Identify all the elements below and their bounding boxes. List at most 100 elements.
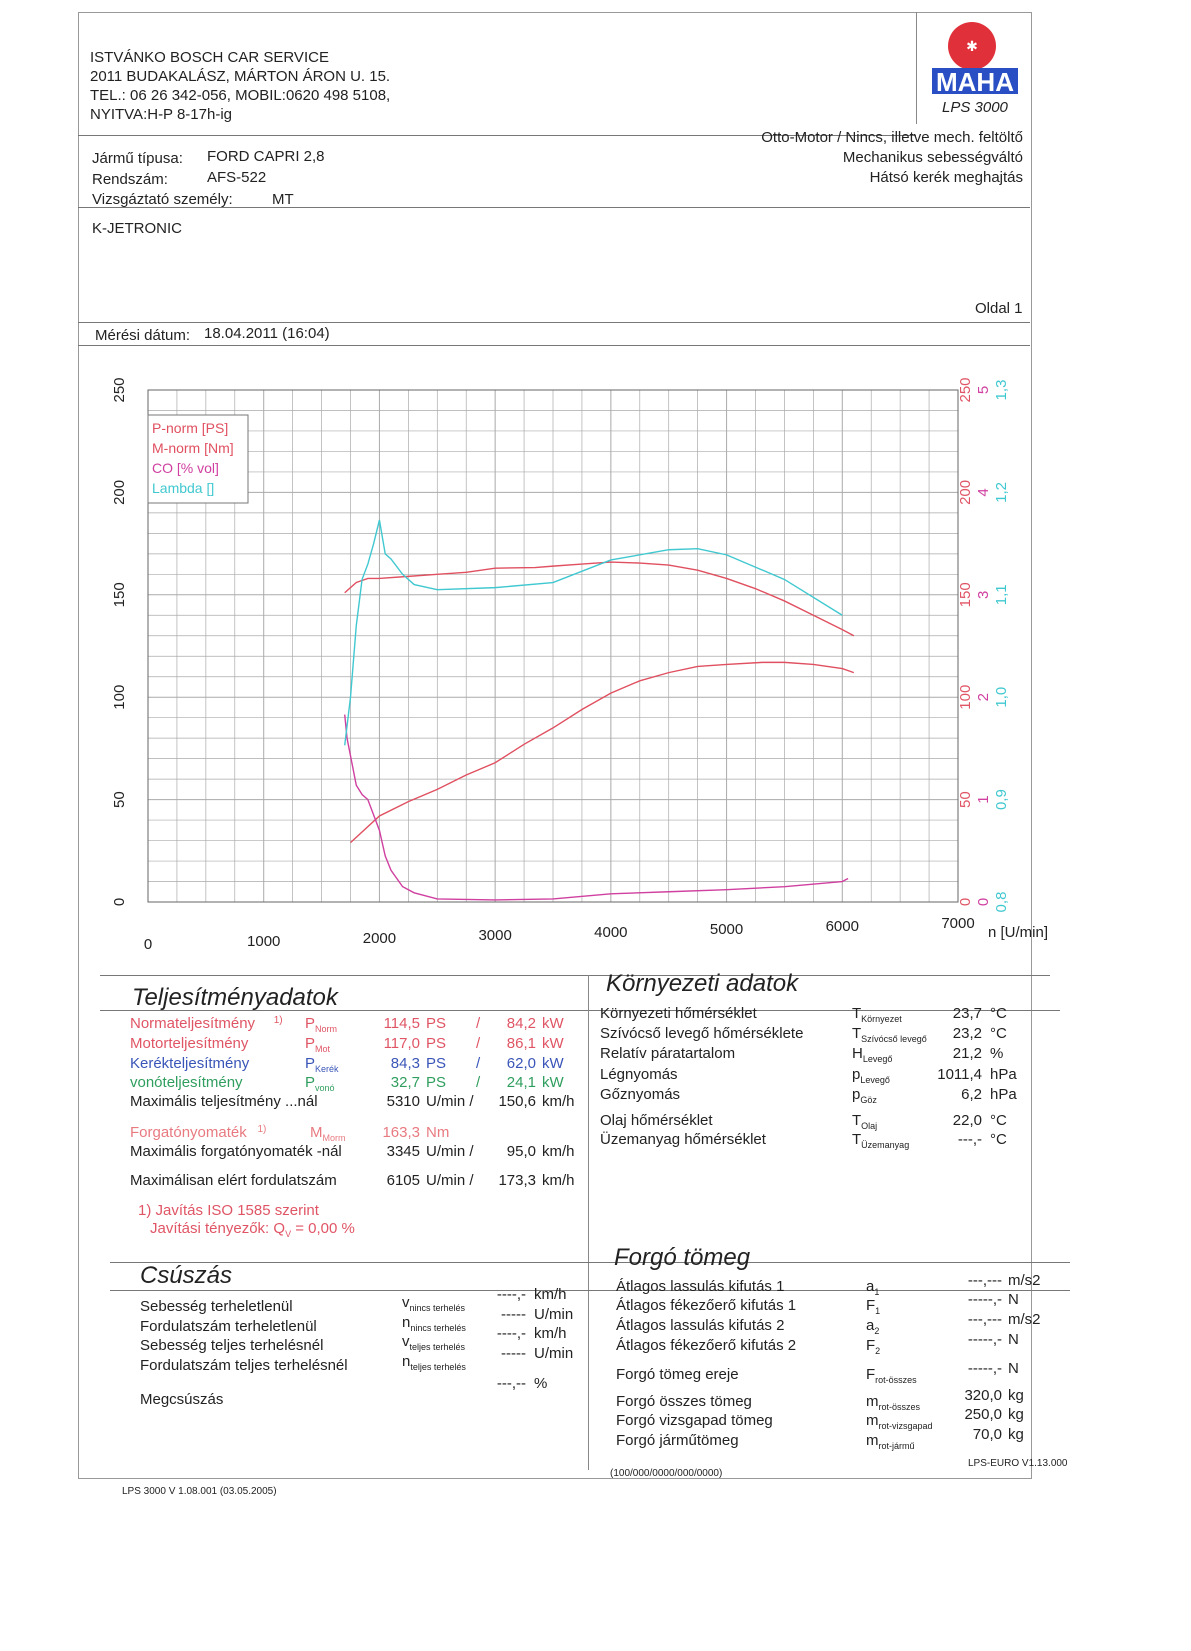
symbol-letter: P — [305, 1015, 316, 1032]
environment-row: Gőznyomás pGöz 6,2 hPa — [0, 1086, 1070, 1106]
row-unit: km/h — [534, 1325, 567, 1342]
symbol: Frot-összes — [866, 1366, 917, 1385]
environment-row: Légnyomás pLevegő 1011,4 hPa — [0, 1066, 1070, 1086]
y-tick-left: 250 — [111, 377, 128, 402]
symbol-subscript: nincs terhelés — [410, 1323, 466, 1333]
rotating-mass-title: Forgó tömeg — [614, 1244, 751, 1271]
row-value: 21,2 — [952, 1045, 982, 1062]
symbol-subscript: 1 — [874, 1287, 880, 1297]
symbol: mrot-összes — [866, 1393, 920, 1412]
row-value: -----,- — [967, 1360, 1002, 1377]
performance-row: Normateljesítmény 1) PNorm 114,5 PS / 84,2 kW — [0, 1015, 600, 1035]
divider — [110, 1262, 1070, 1263]
rotating-mass-row: Forgó járműtömeg mrot-jármű 70,0 kg — [0, 1426, 1080, 1452]
y-tick-right-co: 2 — [975, 693, 992, 701]
symbol-letter: T — [852, 1025, 862, 1042]
value-secondary: 24,1 — [506, 1074, 536, 1091]
performance-row: Maximális forgatónyomaték -nál 3345 U/min … — [0, 1143, 600, 1163]
symbol: nnincs terhelés — [402, 1314, 466, 1333]
value-primary: 163,3 — [382, 1124, 420, 1141]
row-label: Környezeti hőmérséklet — [600, 1005, 757, 1022]
symbol-letter: T — [852, 1131, 862, 1148]
symbol-letter: m — [866, 1393, 879, 1410]
unit-primary: U/min / — [426, 1093, 474, 1110]
row-value: -----,- — [967, 1331, 1002, 1348]
value-secondary: 84,2 — [506, 1015, 536, 1032]
row-value: 6,2 — [961, 1086, 982, 1103]
y-tick-right-co: 5 — [975, 386, 992, 394]
vehicle-type-value: FORD CAPRI 2,8 — [207, 148, 325, 165]
rotating-mass-row: Átlagos lassulás kifutás 1 a1 ---,--- m/s2 — [0, 1272, 1080, 1298]
symbol-subscript: Levegő — [862, 1054, 893, 1064]
column-divider — [588, 975, 589, 1470]
symbol: pGöz — [852, 1086, 877, 1105]
y-tick-right-lambda: 1,0 — [993, 687, 1010, 708]
symbol: mrot-vizsgapad — [866, 1412, 933, 1431]
y-tick-right-lambda: 0,8 — [993, 892, 1010, 913]
symbol: PMot — [305, 1035, 330, 1054]
performance-row: Kerékteljesítmény PKerék 84,3 PS / 62,0 kW — [0, 1055, 600, 1075]
row-label: Sebesség teljes terhelésnél — [140, 1337, 324, 1354]
inspector-label: Vizsgáztató személy: — [92, 191, 233, 208]
row-label: Forgó összes tömeg — [616, 1393, 752, 1410]
symbol-subscript: Szívócső levegő — [861, 1034, 927, 1044]
report-frame — [78, 12, 1032, 1479]
row-unit: % — [534, 1375, 548, 1392]
row-label: Átlagos fékezőerő kifutás 2 — [616, 1337, 797, 1354]
rotating-mass-row: Átlagos fékezőerő kifutás 1 F1 -----,- N — [0, 1291, 1080, 1317]
row-label: Üzemanyag hőmérséklet — [600, 1131, 766, 1148]
series-line-co — [344, 714, 849, 901]
symbol: F2 — [866, 1337, 880, 1356]
row-unit: hPa — [990, 1086, 1017, 1103]
date-value: 18.04.2011 (16:04) — [204, 325, 330, 342]
row-unit: kg — [1008, 1426, 1024, 1443]
row-unit: hPa — [990, 1066, 1017, 1083]
symbol-subscript: 1 — [875, 1306, 881, 1316]
symbol: TOlaj — [852, 1112, 877, 1131]
company-name: ISTVÁNKO BOSCH CAR SERVICE — [90, 49, 329, 66]
series-line-lambda — [344, 519, 843, 746]
symbol: Pvonó — [305, 1074, 335, 1093]
performance-row: Motorteljesítmény PMot 117,0 PS / 86,1 kW — [0, 1035, 600, 1055]
rotating-mass-row: Forgó vizsgapad tömeg mrot-vizsgapad 250,0… — [0, 1406, 1080, 1432]
row-value: ---,- — [957, 1131, 982, 1148]
symbol-letter: m — [866, 1412, 879, 1429]
row-label: Gőznyomás — [600, 1086, 681, 1103]
row-label: Relatív páratartalom — [600, 1045, 736, 1062]
row-label: Forgatónyomaték — [130, 1124, 247, 1141]
row-label: Maximális teljesítmény ...nál — [130, 1093, 318, 1110]
y-tick-left: 200 — [111, 480, 128, 505]
symbol-letter: a — [866, 1317, 875, 1334]
value-secondary: 95,0 — [506, 1143, 536, 1160]
symbol-letter: p — [852, 1066, 861, 1083]
row-value: 320,0 — [964, 1387, 1002, 1404]
symbol-subscript: rot-jármű — [878, 1441, 915, 1451]
company-phone: TEL.: 06 26 342-056, MOBIL:0620 498 5108… — [90, 87, 391, 104]
x-tick-label: 2000 — [363, 930, 396, 947]
row-value: 250,0 — [964, 1406, 1002, 1423]
row-unit: °C — [990, 1131, 1007, 1148]
y-tick-right-lambda: 0,9 — [993, 789, 1010, 810]
y-tick-right-lambda: 1,2 — [993, 482, 1010, 503]
row-label: Forgó vizsgapad tömeg — [616, 1412, 773, 1429]
symbol-letter: v — [402, 1333, 410, 1350]
separator: / — [476, 1035, 481, 1052]
row-label: Átlagos lassulás kifutás 1 — [616, 1278, 785, 1295]
footer-right-version: LPS-EURO V1.13.000 — [968, 1458, 1068, 1469]
row-label: Normateljesítmény — [130, 1015, 256, 1032]
row-label: Motorteljesítmény — [130, 1035, 249, 1052]
row-unit: °C — [990, 1025, 1007, 1042]
symbol: mrot-jármű — [866, 1432, 915, 1451]
environment-row: Környezeti hőmérséklet TKörnyezet 23,7 °C — [0, 1005, 1070, 1025]
unit-primary: U/min / — [426, 1172, 474, 1189]
row-unit: °C — [990, 1112, 1007, 1129]
symbol-subscript: Kerék — [315, 1064, 339, 1074]
divider — [100, 975, 1050, 976]
symbol-subscript: Göz — [860, 1095, 877, 1105]
rotating-mass-row: Átlagos fékezőerő kifutás 2 F2 -----,- N — [0, 1331, 1080, 1357]
unit-secondary: kW — [542, 1035, 564, 1052]
x-tick-label: 5000 — [710, 921, 743, 938]
footnote-marker: 1) — [273, 1015, 283, 1026]
row-unit: km/h — [534, 1286, 567, 1303]
symbol-letter: F — [866, 1337, 876, 1354]
